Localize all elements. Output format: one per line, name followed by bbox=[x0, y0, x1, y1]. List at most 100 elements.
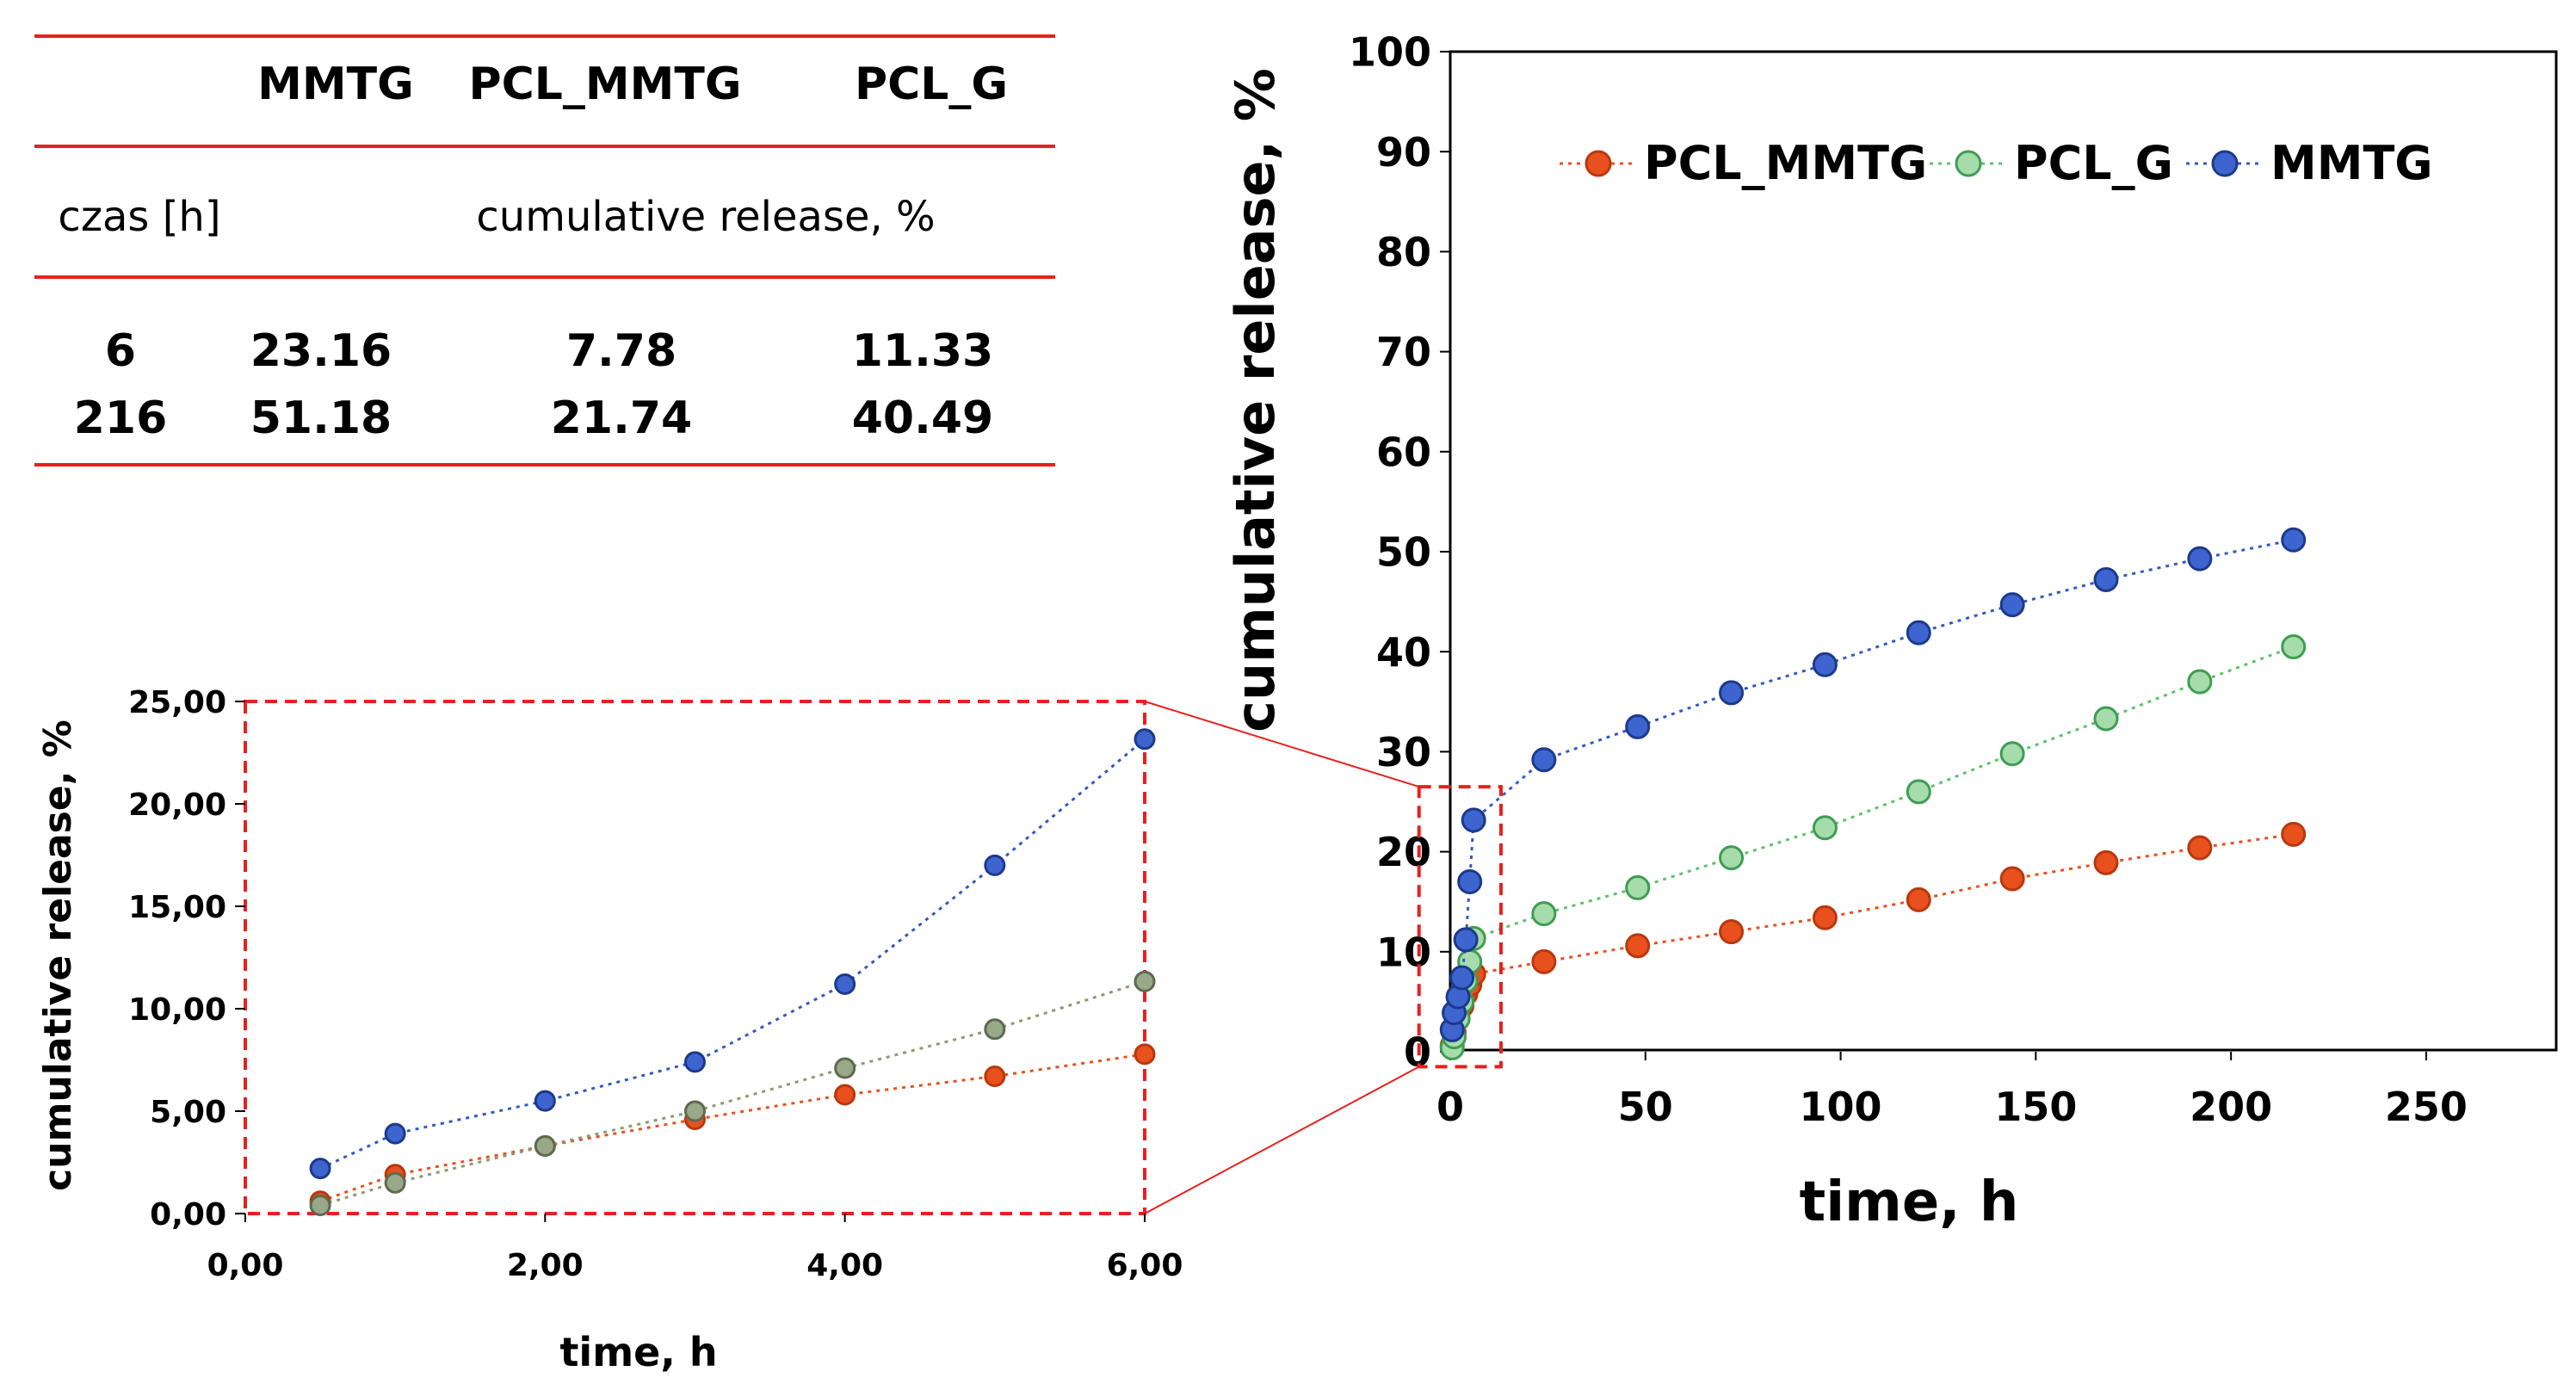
data-point-mmtg bbox=[309, 1158, 331, 1180]
data-point-pcl-g bbox=[1134, 970, 1156, 992]
inset-series bbox=[309, 728, 1156, 1216]
x-tick-label: 150 bbox=[1994, 1084, 2077, 1130]
legend: PCL_MMTG PCL_G MMTG bbox=[1560, 136, 2433, 190]
legend-marker-pcl-mmtg bbox=[1585, 150, 1612, 177]
y-tick-label: 5,00 bbox=[150, 1095, 226, 1130]
main-x-axis-label: time, h bbox=[1800, 1171, 2019, 1234]
x-tick-label: 100 bbox=[1800, 1084, 1882, 1130]
table-cell-pcl-mmtg: 21.74 bbox=[551, 392, 692, 444]
table-cell-time: 216 bbox=[74, 392, 168, 444]
y-tick-label: 30 bbox=[1376, 729, 1431, 775]
data-point-pcl-g bbox=[2093, 706, 2119, 732]
y-tick-label: 20 bbox=[1376, 829, 1431, 875]
main-series bbox=[1439, 527, 2307, 1060]
legend-label-pcl-g: PCL_G bbox=[2014, 136, 2173, 190]
y-tick-label: 70 bbox=[1376, 329, 1431, 375]
table-cell-pcl-g: 40.49 bbox=[852, 392, 993, 444]
data-point-mmtg bbox=[2187, 546, 2213, 571]
data-point-mmtg bbox=[1531, 747, 1557, 773]
main-chart: 0 10 20 30 40 50 60 70 80 90 100 0 50 100 150 200 250 t… bbox=[1224, 29, 2558, 1234]
data-point-pcl-mmtg bbox=[1906, 887, 1931, 912]
data-point-pcl-mmtg bbox=[1134, 1043, 1156, 1066]
x-tick-label: 6,00 bbox=[1107, 1248, 1183, 1283]
data-point-pcl-g bbox=[834, 1057, 856, 1079]
data-point-pcl-g bbox=[984, 1018, 1006, 1041]
table-cell-pcl-g: 11.33 bbox=[852, 325, 993, 377]
data-point-pcl-g bbox=[384, 1171, 406, 1194]
data-table: MMTG PCL_MMTG PCL_G czas [h] cumulative … bbox=[34, 34, 1055, 466]
series-line-pcl-mmtg bbox=[319, 1053, 1146, 1203]
legend-marker-mmtg bbox=[2211, 150, 2239, 177]
data-point-pcl-mmtg bbox=[1999, 866, 2025, 892]
legend-marker-pcl-g bbox=[1955, 150, 1982, 177]
data-point-mmtg bbox=[1999, 592, 2025, 618]
data-point-pcl-mmtg bbox=[2187, 835, 2213, 861]
data-point-pcl-mmtg bbox=[984, 1066, 1006, 1088]
data-point-pcl-g bbox=[1625, 874, 1651, 900]
series-line-pcl-mmtg bbox=[1450, 832, 2294, 1047]
x-tick-label: 4,00 bbox=[806, 1248, 883, 1283]
table-cell-mmtg: 23.16 bbox=[250, 325, 392, 377]
data-point-mmtg bbox=[1812, 652, 1838, 677]
legend-label-pcl-mmtg: PCL_MMTG bbox=[1644, 136, 1927, 190]
data-point-pcl-mmtg bbox=[1625, 933, 1651, 959]
zoom-region-box bbox=[1417, 785, 1503, 1069]
table-header-mmtg: MMTG bbox=[257, 59, 414, 110]
table-cell-pcl-mmtg: 7.78 bbox=[566, 325, 676, 377]
inset-y-axis-label: cumulative release, % bbox=[36, 720, 80, 1191]
inset-frame bbox=[244, 700, 1146, 1215]
data-point-mmtg bbox=[684, 1051, 706, 1073]
data-point-pcl-mmtg bbox=[1531, 948, 1557, 974]
data-point-pcl-g bbox=[1531, 901, 1557, 927]
legend-label-mmtg: MMTG bbox=[2270, 136, 2433, 190]
data-point-pcl-g bbox=[1906, 779, 1931, 805]
y-tick-label: 100 bbox=[1349, 29, 1431, 76]
zoom-connector-line bbox=[1144, 701, 1420, 788]
data-point-mmtg bbox=[1134, 728, 1156, 751]
y-tick-label: 80 bbox=[1376, 229, 1431, 275]
inset-y-ticks: 0,00 5,00 10,00 15,00 20,00 25,00 bbox=[128, 685, 245, 1232]
x-tick-label: 200 bbox=[2190, 1084, 2272, 1130]
x-tick-label: 0,00 bbox=[207, 1248, 284, 1283]
data-point-pcl-mmtg bbox=[2093, 849, 2119, 875]
y-tick-label: 0,00 bbox=[150, 1197, 226, 1232]
inset-x-ticks: 0,00 2,00 4,00 6,00 bbox=[207, 1214, 1183, 1283]
y-tick-label: 50 bbox=[1376, 529, 1431, 576]
series-line-pcl-g bbox=[1450, 646, 2295, 1048]
y-tick-label: 60 bbox=[1376, 429, 1431, 475]
main-x-ticks: 0 50 100 150 200 250 bbox=[1436, 1052, 2468, 1130]
y-tick-label: 40 bbox=[1376, 629, 1431, 676]
data-point-mmtg bbox=[1719, 680, 1745, 706]
data-point-mmtg bbox=[1625, 714, 1651, 739]
data-point-pcl-mmtg bbox=[2281, 821, 2307, 847]
data-point-mmtg bbox=[2281, 527, 2307, 553]
series-line-mmtg bbox=[319, 738, 1146, 1171]
data-point-pcl-g bbox=[684, 1100, 706, 1122]
table-header-pcl-mmtg: PCL_MMTG bbox=[468, 59, 741, 110]
data-point-pcl-g bbox=[1999, 741, 2025, 767]
data-point-mmtg bbox=[1453, 927, 1479, 953]
x-tick-label: 50 bbox=[1618, 1084, 1673, 1130]
data-point-pcl-mmtg bbox=[1812, 905, 1838, 930]
y-tick-label: 15,00 bbox=[128, 890, 226, 925]
data-point-mmtg bbox=[834, 973, 856, 995]
data-point-pcl-mmtg bbox=[834, 1084, 856, 1106]
y-tick-label: 90 bbox=[1376, 129, 1431, 176]
data-point-mmtg bbox=[534, 1090, 556, 1112]
data-point-pcl-g bbox=[1812, 815, 1838, 841]
inset-x-axis-label: time, h bbox=[559, 1329, 717, 1375]
x-tick-label: 250 bbox=[2385, 1084, 2468, 1130]
data-point-pcl-g bbox=[534, 1134, 556, 1157]
table-cell-time: 6 bbox=[105, 325, 136, 377]
data-point-mmtg bbox=[2093, 567, 2119, 593]
data-point-pcl-g bbox=[309, 1194, 331, 1216]
data-point-pcl-g bbox=[1719, 845, 1745, 871]
data-point-mmtg bbox=[1449, 965, 1475, 991]
main-y-axis-label: cumulative release, % bbox=[1224, 68, 1287, 732]
y-tick-label: 20,00 bbox=[128, 788, 226, 823]
data-point-mmtg bbox=[1906, 620, 1931, 646]
data-point-mmtg bbox=[384, 1122, 406, 1145]
data-point-pcl-g bbox=[2187, 669, 2213, 695]
